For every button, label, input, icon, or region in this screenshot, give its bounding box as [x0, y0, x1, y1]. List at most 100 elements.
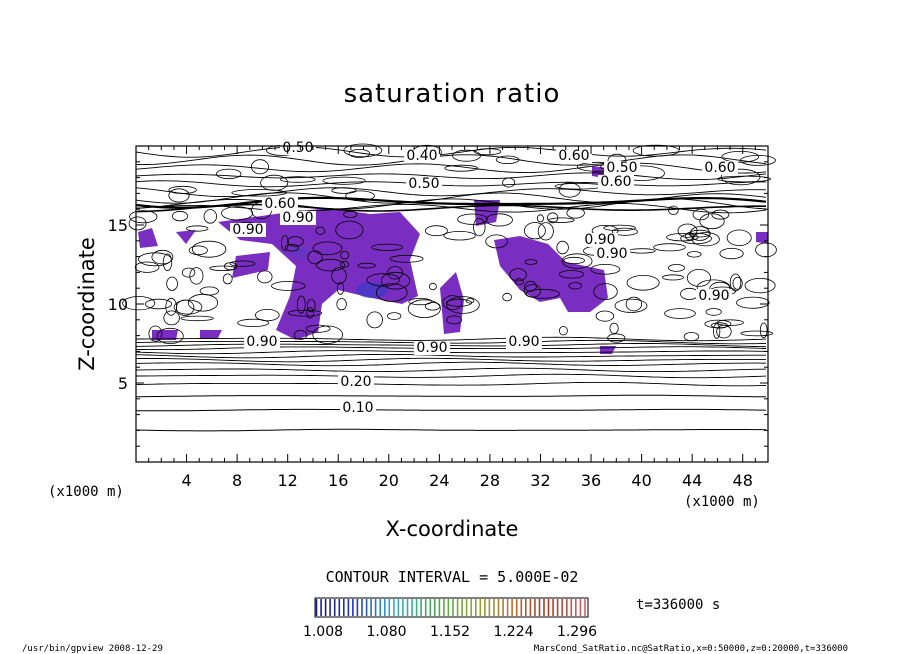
contour-label-bg	[594, 247, 630, 261]
contour-label: 0.50	[408, 176, 439, 192]
contour-loop	[343, 210, 358, 218]
contour-loop	[626, 274, 660, 291]
contour-loop	[180, 315, 214, 322]
contour-loop	[151, 249, 174, 265]
contour-loop	[726, 229, 752, 247]
contour-loop	[134, 261, 160, 273]
contour-loop	[686, 268, 712, 287]
contour-loop	[366, 273, 401, 287]
contour-loop	[716, 319, 744, 326]
x-axis-label: X-coordinate	[386, 517, 519, 541]
contour-loop	[148, 325, 163, 342]
contour-loop	[465, 298, 475, 304]
contour-loop	[452, 149, 481, 162]
contour-loop	[736, 296, 770, 309]
contour-loop	[536, 214, 544, 223]
saturated-region	[494, 236, 608, 312]
contour-loop	[759, 322, 768, 339]
x-tick-label: 4	[181, 471, 191, 490]
contour-label-bg	[582, 233, 618, 247]
contour-loop	[537, 222, 554, 241]
contour-loop	[473, 217, 486, 237]
contour-loop	[502, 292, 512, 302]
y-axis-label: Z-coordinate	[75, 237, 99, 371]
contour-loop	[568, 282, 583, 290]
colorbar: 1.008 1.080 1.152 1.224 1.296	[303, 597, 597, 640]
contour-loop	[312, 241, 343, 256]
contour-label-bg	[702, 161, 738, 175]
contour-line	[135, 203, 766, 213]
contour-loop	[563, 256, 585, 265]
contour-loop	[171, 210, 188, 222]
contour-loop	[625, 296, 643, 312]
contour-loop	[322, 176, 366, 185]
contour-line	[135, 180, 766, 188]
contour-loop	[561, 253, 593, 269]
contour-line	[136, 373, 767, 379]
contour-label: 0.60	[558, 148, 589, 164]
contour-loop	[315, 258, 345, 272]
contour-loop	[162, 253, 173, 272]
contour-loop	[387, 266, 404, 280]
contour-loop	[428, 282, 437, 291]
contour-loop	[215, 168, 242, 180]
x-tick-label: 20	[379, 471, 399, 490]
contour-line	[136, 394, 766, 398]
contour-loop	[306, 307, 315, 319]
contour-label: 0.50	[282, 140, 313, 156]
contour-loop	[558, 182, 581, 198]
contour-loop	[229, 260, 256, 267]
contour-label: 0.20	[340, 374, 371, 390]
contour-loop	[689, 226, 711, 241]
time-label: t=336000 s	[636, 597, 720, 613]
contour-loop	[191, 240, 227, 258]
contour-loop	[189, 267, 204, 285]
contour-loop	[279, 176, 316, 183]
contour-loop	[343, 143, 383, 158]
contour-loop	[307, 250, 323, 265]
x-tick-label: 32	[530, 471, 550, 490]
contour-loop	[284, 243, 299, 252]
contour-loop	[559, 326, 568, 336]
contour-label-bg	[338, 375, 374, 389]
contour-label-bg	[604, 161, 640, 175]
contour-loop	[424, 225, 448, 237]
contour-loop	[331, 267, 347, 285]
y-tick-label: 10	[108, 295, 128, 314]
contour-loop	[558, 270, 585, 279]
contour-loop	[711, 209, 730, 220]
contour-loop	[614, 298, 648, 313]
contour-loop	[287, 309, 323, 317]
contour-loop	[222, 273, 233, 285]
contour-line	[135, 381, 767, 387]
plot-area: 0.50 0.400.500.600.600.50 0.600.600.900.90…	[122, 140, 777, 463]
contour-loop	[514, 278, 524, 285]
chart-title: saturation ratio	[344, 79, 561, 109]
contour-loop	[129, 210, 158, 224]
contour-label-bg	[280, 141, 316, 155]
contour-loop	[331, 187, 357, 194]
contour-line	[135, 367, 767, 373]
contour-loop	[250, 159, 269, 175]
contour-loop	[607, 333, 626, 343]
contour-line	[135, 353, 766, 359]
contour-label: 0.50	[606, 160, 637, 176]
contour-loop	[611, 227, 638, 236]
contour-line	[135, 343, 767, 348]
contour-loop	[524, 259, 538, 265]
contour-loop	[339, 260, 350, 268]
contour-loop	[668, 205, 679, 216]
axis-ticks	[136, 146, 768, 462]
contour-loop	[699, 213, 725, 230]
contour-label-bg	[406, 177, 442, 191]
contour-loop	[721, 151, 760, 163]
contour-loop	[524, 222, 546, 240]
contour-loop	[187, 293, 219, 312]
contour-loop	[280, 235, 289, 251]
contour-loop	[257, 270, 273, 284]
saturated-regions	[138, 166, 768, 354]
contour-loop	[168, 185, 197, 194]
contour-label-bg	[414, 341, 450, 355]
contour-loop	[128, 216, 147, 231]
contour-loop	[286, 236, 304, 247]
